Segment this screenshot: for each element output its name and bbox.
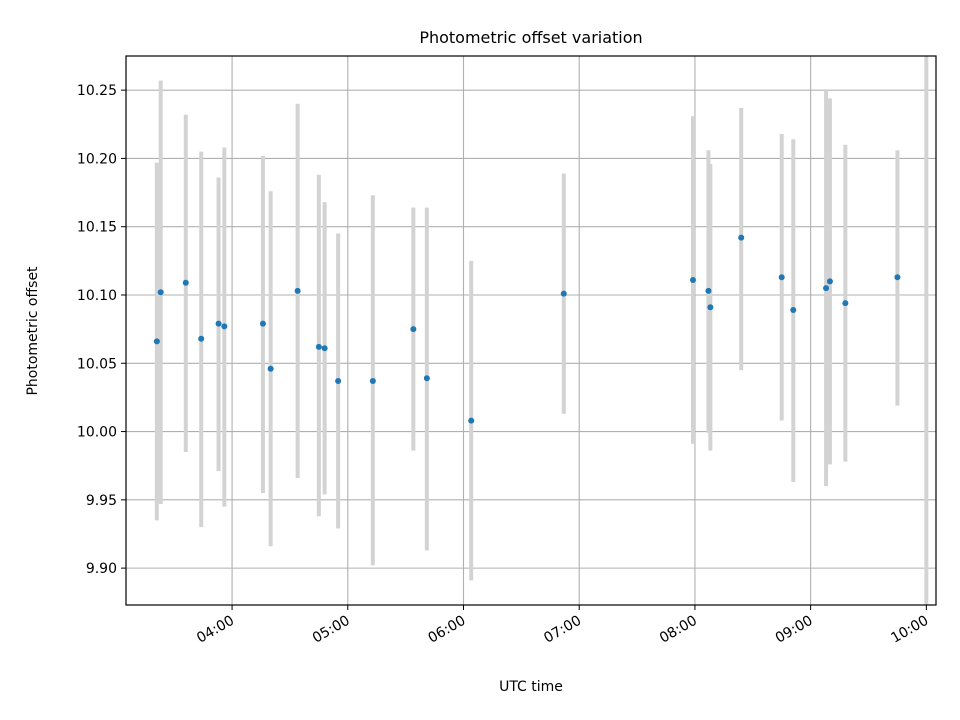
data-point bbox=[153, 338, 160, 345]
data-point bbox=[738, 234, 745, 241]
data-point bbox=[468, 417, 475, 424]
y-tick-label: 9.95 bbox=[86, 493, 117, 509]
plot-frame bbox=[125, 55, 937, 606]
y-tick-label: 9.90 bbox=[86, 561, 117, 577]
grid bbox=[126, 56, 936, 605]
data-point bbox=[221, 323, 228, 330]
data-point bbox=[215, 320, 222, 327]
data-point bbox=[267, 365, 274, 372]
data-point bbox=[826, 278, 833, 285]
y-tick-label: 10.15 bbox=[77, 220, 117, 236]
data-points bbox=[153, 234, 901, 424]
y-tick-label: 10.25 bbox=[77, 83, 117, 99]
x-tick-label: 09:00 bbox=[773, 613, 816, 647]
data-point bbox=[790, 307, 797, 314]
y-tick-label: 10.00 bbox=[77, 425, 117, 441]
data-point bbox=[560, 290, 567, 297]
data-point bbox=[182, 279, 189, 286]
data-point bbox=[410, 326, 417, 333]
x-tick-label: 06:00 bbox=[426, 613, 469, 647]
x-tick-label: 04:00 bbox=[194, 613, 237, 647]
data-point bbox=[294, 287, 301, 294]
y-tick-label: 10.20 bbox=[77, 151, 117, 167]
data-point bbox=[369, 378, 376, 385]
y-axis-ticks: 9.90 9.95 10.00 10.05 10.10 10.15 10.20 10.25 bbox=[77, 83, 126, 577]
data-point bbox=[823, 285, 830, 292]
data-point bbox=[705, 287, 712, 294]
data-point bbox=[259, 320, 266, 327]
data-point bbox=[707, 304, 714, 311]
x-axis-ticks: 04:00 05:00 06:00 07:00 08:00 09:00 10:00 bbox=[194, 605, 931, 647]
data-point bbox=[778, 274, 785, 281]
y-tick-label: 10.05 bbox=[77, 356, 117, 372]
x-tick-label: 05:00 bbox=[310, 613, 353, 647]
data-point bbox=[842, 300, 849, 307]
x-axis-label: UTC time bbox=[499, 679, 563, 695]
data-point bbox=[690, 276, 696, 283]
data-point bbox=[315, 343, 322, 350]
data-point bbox=[198, 335, 205, 342]
data-point bbox=[423, 375, 430, 382]
x-tick-label: 08:00 bbox=[657, 613, 700, 647]
chart-title: Photometric offset variation bbox=[419, 28, 642, 47]
x-tick-label: 07:00 bbox=[541, 613, 584, 647]
data-point bbox=[894, 274, 901, 281]
data-point bbox=[157, 289, 164, 296]
y-tick-label: 10.10 bbox=[77, 288, 117, 304]
y-axis-label: Photometric offset bbox=[25, 266, 41, 396]
data-point bbox=[335, 378, 342, 385]
x-tick-label: 10:00 bbox=[888, 613, 931, 647]
data-point bbox=[321, 345, 328, 352]
